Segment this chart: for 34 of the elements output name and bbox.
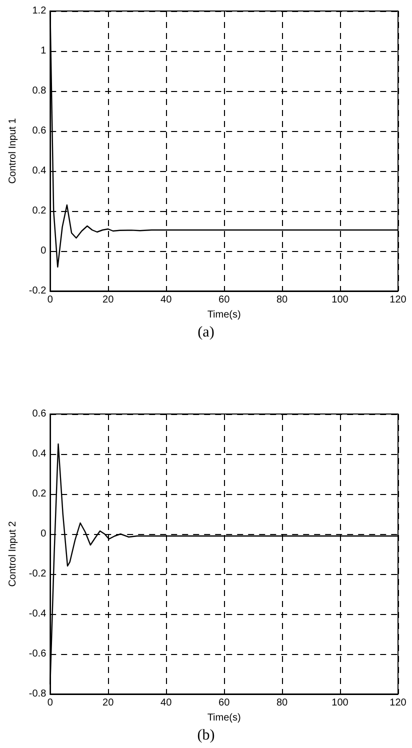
y-tick-label: -0.4 [28, 608, 47, 620]
text: (b) [197, 728, 215, 744]
y-tick-label: 1 [40, 46, 47, 56]
y-tick-label: 0.2 [32, 206, 47, 216]
x-axis-title: Time(s) [207, 712, 241, 724]
x-tick-label: 60 [218, 294, 230, 306]
x-tick-label: 100 [332, 698, 349, 708]
y-tick-label: 0 [40, 246, 47, 256]
y-tick-label: 0.8 [32, 86, 47, 96]
y-tick-label: 1.2 [32, 6, 47, 16]
x-tick-label: 20 [102, 698, 114, 708]
x-tick-label: 120 [390, 698, 407, 708]
x-tick-label: 120 [390, 294, 407, 306]
y-tick-label: 0 [40, 528, 47, 540]
x-tick-label: 40 [160, 698, 172, 708]
text: (a) [198, 324, 214, 340]
x-tick-label: 80 [276, 294, 288, 306]
y-tick-label: 0.2 [32, 488, 47, 500]
x-tick-label: 80 [276, 698, 288, 708]
y-tick-label: -0.2 [28, 286, 47, 296]
x-tick-label: 100 [332, 294, 349, 306]
y-axis-title: Control Input 1 [8, 118, 18, 184]
y-tick-label: -0.8 [28, 688, 47, 700]
x-tick-label: 20 [102, 294, 114, 306]
x-tick-label: 60 [218, 698, 230, 708]
y-tick-label: 0.4 [32, 166, 47, 176]
y-tick-label: -0.2 [28, 568, 47, 580]
y-tick-label: 0.4 [32, 448, 47, 460]
x-axis-title: Time(s) [207, 309, 241, 320]
y-tick-label: -0.6 [28, 648, 47, 660]
y-tick-label: 0.6 [32, 126, 47, 136]
y-axis-title: Control Input 2 [8, 520, 18, 587]
x-tick-label: 40 [160, 294, 172, 306]
y-tick-label: 0.6 [32, 408, 47, 420]
